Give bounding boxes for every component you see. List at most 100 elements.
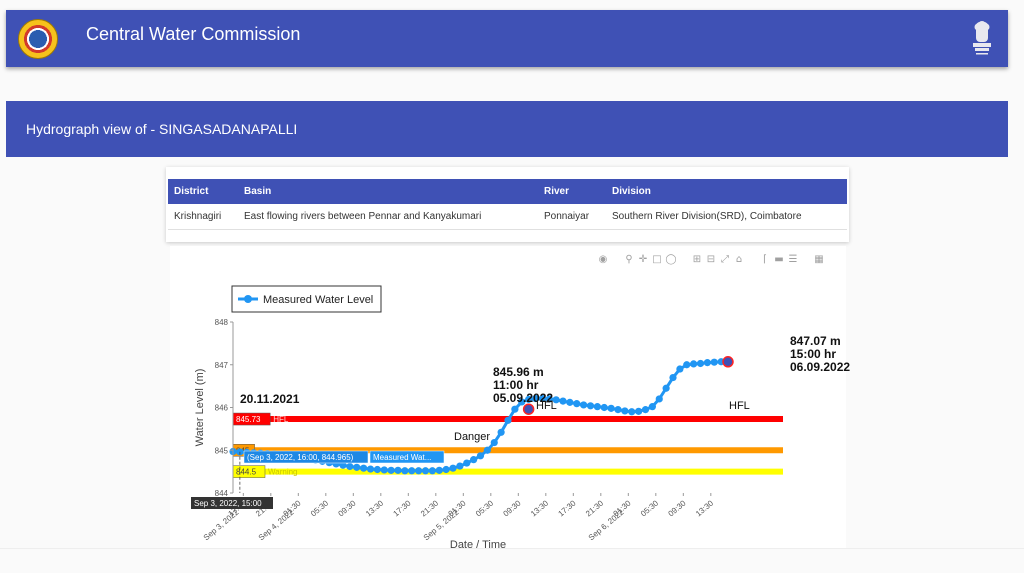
station-table: District Basin River Division Krishnagir…	[168, 179, 847, 230]
x-tick-label: 05:30	[639, 498, 661, 518]
table-header-row: District Basin River Division	[168, 179, 847, 204]
cwc-logo-icon[interactable]	[18, 19, 58, 59]
x-tick-label: 09:30	[666, 498, 688, 518]
hover-closest-icon[interactable]: ▬	[774, 253, 784, 265]
reset-axes-icon[interactable]: ⌂	[735, 253, 743, 265]
y-axis-title: Water Level (m)	[194, 369, 206, 447]
threshold-inline-label: HFL	[273, 415, 289, 424]
pan-icon[interactable]: ✛	[638, 253, 648, 265]
cell-division: Southern River Division(SRD), Coimbatore	[606, 204, 847, 230]
annotation-reference-date: 20.11.2021	[240, 392, 300, 406]
data-point	[538, 394, 546, 403]
data-point	[449, 464, 457, 472]
data-point	[518, 398, 526, 406]
station-info-card: District Basin River Division Krishnagir…	[166, 167, 849, 242]
highlight-point	[522, 403, 535, 415]
data-point	[408, 467, 416, 475]
threshold-value-label: 844.5	[236, 468, 257, 477]
data-point	[504, 416, 512, 424]
data-point	[483, 446, 491, 454]
box-select-icon[interactable]: □	[652, 253, 662, 265]
x-tick-date-label: Sep 3, 2022	[202, 507, 241, 542]
data-point	[525, 395, 533, 403]
page-title: Hydrograph view of - SINGASADANAPALLI	[26, 121, 298, 137]
data-point	[600, 403, 608, 412]
data-point	[511, 405, 519, 413]
table-row: Krishnagiri East flowing rivers between …	[168, 204, 847, 230]
hover-compare-icon[interactable]: ☰	[788, 253, 798, 265]
column-header-district: District	[168, 179, 238, 204]
data-point	[387, 466, 395, 474]
data-point	[710, 358, 718, 366]
threshold-inline-label: Warning	[268, 468, 298, 477]
hover-series-box	[369, 450, 445, 464]
hover-x-box	[191, 497, 273, 509]
annotation-hfl-label: HFL	[536, 400, 557, 412]
data-point	[421, 467, 430, 475]
data-point	[662, 384, 670, 392]
hover-x-label: Sep 3, 2022, 15:00	[194, 499, 262, 508]
data-point	[573, 400, 581, 408]
camera-icon[interactable]: ◉	[598, 253, 608, 265]
legend-entry-label: Measured Water Level	[263, 294, 373, 306]
page-banner: Hydrograph view of - SINGASADANAPALLI	[6, 101, 1008, 157]
data-point	[593, 403, 601, 411]
column-header-basin: Basin	[238, 179, 538, 204]
hover-series-label: Measured Wat...	[373, 453, 431, 462]
app-title: Central Water Commission	[86, 24, 301, 44]
data-point	[614, 406, 622, 414]
data-point	[683, 361, 691, 369]
data-point	[635, 407, 643, 415]
x-tick-label: 21:30	[419, 498, 441, 518]
y-tick-label: 845	[215, 446, 229, 455]
data-point	[566, 398, 574, 406]
zoom-icon[interactable]: ⚲	[625, 253, 633, 265]
y-tick-label: 848	[215, 318, 229, 327]
lasso-select-icon[interactable]: ◯	[665, 253, 677, 265]
chart-modebar: ◉ ⚲ ✛ □ ◯ ⊞ ⊟ ⤢ ⌂ ⌈ ▬ ☰ ▦	[596, 252, 826, 266]
annotation-peak-level: 11:00 hr	[493, 378, 539, 392]
annotation-latest-level: 15:00 hr	[790, 347, 836, 361]
data-point	[456, 462, 464, 470]
data-point	[435, 466, 443, 474]
plotly-logo-icon[interactable]: ▦	[814, 253, 824, 265]
data-point	[339, 461, 347, 469]
x-tick-label: 17:30	[391, 498, 413, 518]
data-point	[394, 466, 402, 474]
data-point	[676, 365, 684, 373]
data-point	[401, 467, 409, 475]
zoom-in-icon[interactable]: ⊞	[692, 253, 702, 265]
x-tick-label: 13:30	[364, 498, 386, 518]
data-point	[586, 402, 595, 410]
data-point	[463, 459, 471, 467]
data-point	[470, 456, 478, 464]
data-point	[696, 359, 705, 368]
data-point	[373, 465, 381, 474]
column-header-river: River	[538, 179, 606, 204]
zoom-out-icon[interactable]: ⊟	[706, 253, 716, 265]
column-header-division: Division	[606, 179, 847, 204]
spike-lines-icon[interactable]: ⌈	[763, 253, 767, 265]
annotation-danger-label: Danger	[454, 431, 490, 443]
data-point	[628, 408, 636, 416]
data-point	[490, 438, 498, 447]
y-tick-label: 846	[215, 404, 229, 413]
legend-marker-swatch	[244, 295, 252, 303]
data-point	[531, 394, 540, 403]
data-point	[360, 464, 368, 472]
x-tick-label: 09:30	[336, 498, 358, 518]
app-header: Central Water Commission	[6, 10, 1008, 67]
highlight-point	[722, 356, 734, 368]
autoscale-icon[interactable]: ⤢	[721, 253, 729, 265]
y-tick-label: 844	[215, 489, 229, 498]
data-point	[641, 406, 650, 414]
data-point	[366, 465, 375, 473]
data-point	[648, 403, 656, 411]
x-tick-label: 05:30	[309, 498, 331, 518]
data-point	[690, 360, 698, 368]
data-point	[669, 373, 677, 382]
x-tick-label: 13:30	[694, 498, 716, 518]
annotation-hfl-label: HFL	[729, 400, 750, 412]
x-tick-label: 17:30	[556, 498, 578, 518]
